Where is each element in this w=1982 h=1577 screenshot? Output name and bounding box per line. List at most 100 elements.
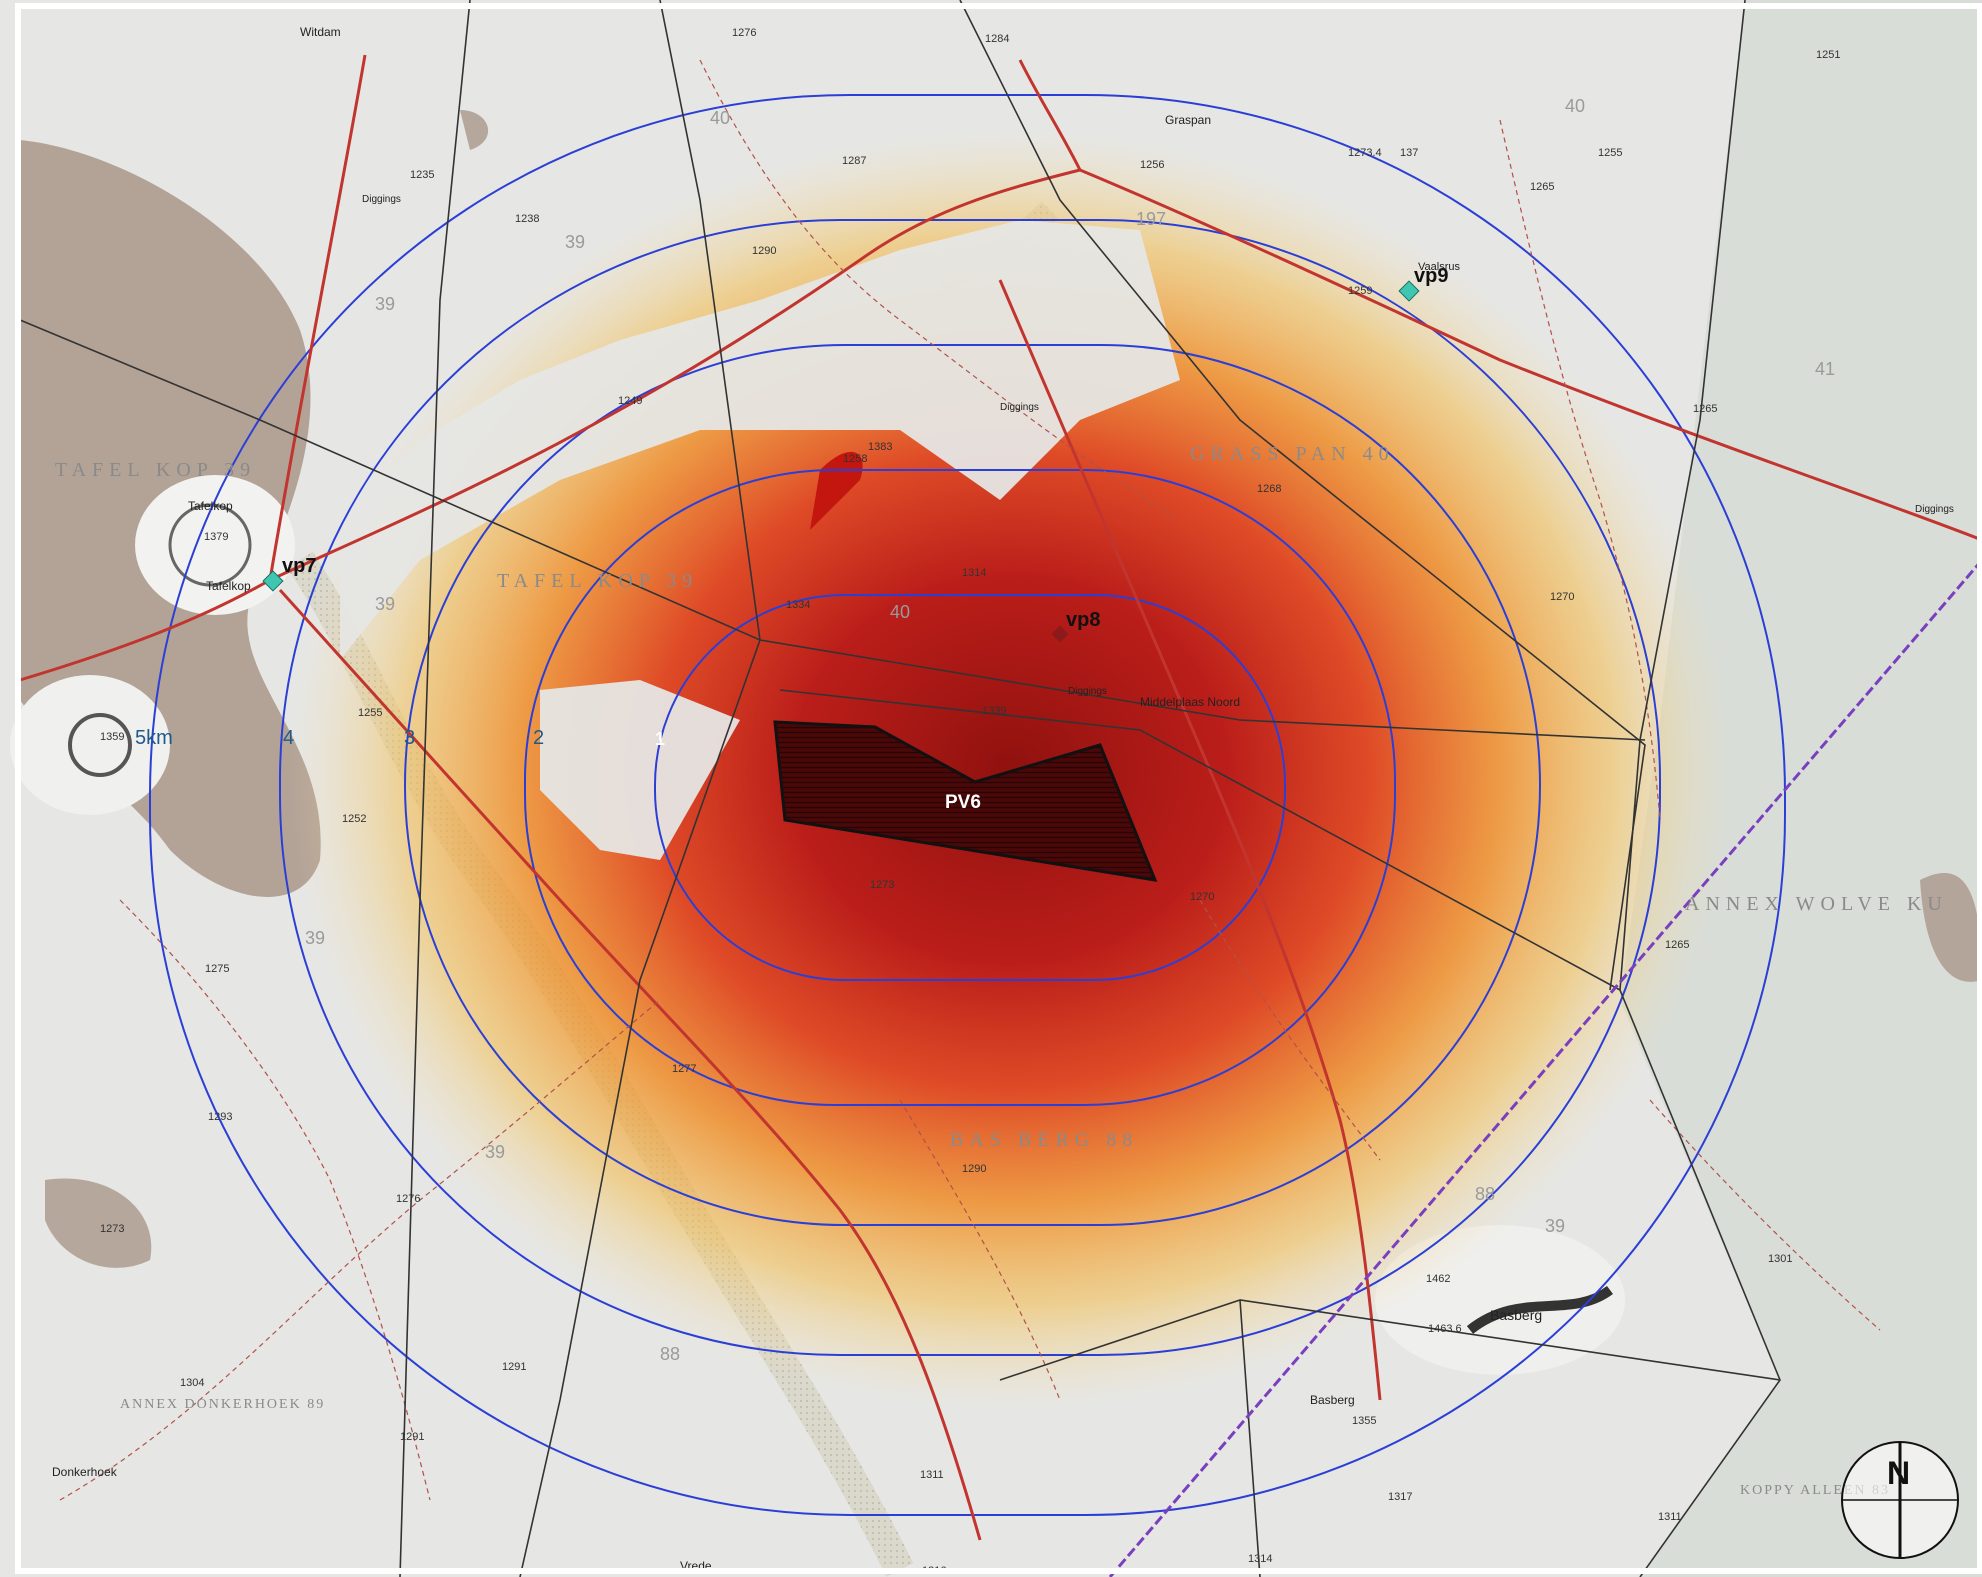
farm-label: GRASS PAN 40 [1190, 443, 1395, 465]
place-name: Tafelkop [188, 499, 233, 513]
spot-height: 1259 [1348, 285, 1372, 297]
spot-height: 1273.4 [1348, 147, 1382, 159]
ridge-visibility-north [810, 451, 863, 530]
farm-label: TAFEL KOP 39 [55, 459, 256, 481]
ring-label-1: 1 [655, 729, 665, 749]
farm-number: 88 [1475, 1184, 1495, 1204]
place-name: Diggings [1000, 402, 1039, 413]
north-hill-patch [460, 110, 489, 150]
spot-height: 1334 [786, 599, 810, 611]
place-name: Graspan [1165, 113, 1211, 127]
west-hill [10, 675, 170, 815]
farm-number: 39 [1545, 1216, 1565, 1236]
roads [19, 54, 1982, 1541]
spot-height: 1291 [400, 1431, 424, 1443]
ring-label-3: 3 [404, 727, 415, 749]
spot-height: 1304 [180, 1377, 204, 1389]
farm-number: 40 [710, 108, 730, 128]
spot-height: 1238 [515, 213, 539, 225]
farm-number: 41 [1815, 359, 1835, 379]
spot-height: 1265 [1693, 403, 1717, 415]
spot-height: 1276 [732, 27, 756, 39]
spot-height: 1311 [1658, 1511, 1682, 1523]
spot-height: 1301 [1768, 1253, 1792, 1265]
spot-height: 1290 [962, 1163, 986, 1175]
distance-ring-2 [524, 469, 1396, 1106]
north-arrow: N [1841, 1441, 1959, 1559]
spot-heights: 1276 1284 1287 1235 1238 1290 1256 1273.… [100, 27, 1840, 1577]
viewpoint-vp8-label: vp8 [1066, 609, 1100, 631]
tracks [59, 59, 1881, 1501]
viewpoint-vp7-marker [262, 570, 284, 592]
spot-height: 1255 [1598, 147, 1622, 159]
spot-height: 1235 [410, 169, 434, 181]
spot-height: 1258 [843, 453, 867, 465]
tafelkop-contour [168, 503, 252, 587]
not-visible-gap [540, 680, 740, 860]
ring-label-5km: 5km [135, 727, 173, 749]
spot-height: 1463.6 [1428, 1323, 1462, 1335]
spot-height: 1268 [1257, 483, 1281, 495]
spot-height: 1317 [1388, 1491, 1412, 1503]
distance-ring-4 [279, 219, 1661, 1356]
spot-height: 1273 [100, 1223, 124, 1235]
tafelkop-peak [135, 475, 295, 615]
spot-height: 1255 [358, 707, 382, 719]
farm-label: ANNEX DONKERHOEK 89 [120, 1397, 325, 1412]
farm-boundaries [19, 0, 1781, 1577]
place-name: Donkerhoek [52, 1465, 118, 1479]
place-name: Tafelkop [206, 579, 251, 593]
spot-height: 1293 [208, 1111, 232, 1123]
spot-height: 1359 [100, 731, 124, 743]
spot-height: 137 [1400, 147, 1418, 159]
place-name: Diggings [1915, 504, 1954, 515]
spot-height: 1314 [962, 567, 986, 579]
spot-height: 1291 [502, 1361, 526, 1373]
spot-height: 1339 [982, 705, 1006, 717]
spot-height: 1270 [1190, 891, 1214, 903]
spot-height: 1287 [842, 155, 866, 167]
site-label: PV6 [945, 792, 981, 813]
place-name: Basberg [1310, 1393, 1355, 1407]
farm-number: 39 [485, 1142, 505, 1162]
not-visible-zone [340, 220, 1180, 660]
south-hill-patch [45, 1178, 152, 1268]
distance-ring-3 [404, 344, 1541, 1226]
spot-height: 1252 [342, 813, 366, 825]
north-arrow-label: N [1887, 1455, 1910, 1491]
distance-rings [149, 94, 1786, 1516]
place-name: Diggings [1068, 686, 1107, 697]
place-name: Basberg [1490, 1307, 1542, 1323]
viewpoint-vp7-label: vp7 [282, 555, 316, 577]
spot-height: 1314 [1248, 1553, 1272, 1565]
viewshed-heatmap [290, 130, 1730, 1410]
farm-label: BAS BERG 88 [950, 1129, 1138, 1151]
ring-label-2: 2 [533, 727, 544, 749]
farm-number: 39 [305, 928, 325, 948]
spot-height: 1290 [752, 245, 776, 257]
site-pv6 [773, 720, 1158, 882]
east-land-parcel [1620, 0, 1982, 1577]
basberg-ridge [1466, 1285, 1613, 1334]
farm-number: 197 [1136, 209, 1166, 229]
place-name: Witdam [300, 25, 341, 39]
place-name: Middelplaas Noord [1140, 695, 1240, 709]
spot-height: 1379 [204, 531, 228, 543]
farm-number: 39 [375, 594, 395, 614]
farm-number: 40 [890, 602, 910, 622]
farm-number: 40 [1565, 96, 1585, 116]
place-name: Diggings [362, 194, 401, 205]
farm-label: TAFEL KOP 39 [497, 570, 698, 592]
spot-height: 1383 [868, 441, 892, 453]
spot-height: 1462 [1426, 1273, 1450, 1285]
viewpoint-vp9-marker [1398, 280, 1420, 302]
map-frame [15, 3, 1982, 1574]
spot-height: 1311 [920, 1469, 944, 1481]
place-names: Witdam Tafelkop Tafelkop Graspan Basberg… [52, 25, 1954, 1573]
west-hill-contour [68, 713, 132, 777]
spot-height: 1249 [618, 395, 642, 407]
spot-height: 1265 [1530, 181, 1554, 193]
spot-height: 1275 [205, 963, 229, 975]
farm-label: ANNEX WOLVE KU [1685, 893, 1948, 915]
